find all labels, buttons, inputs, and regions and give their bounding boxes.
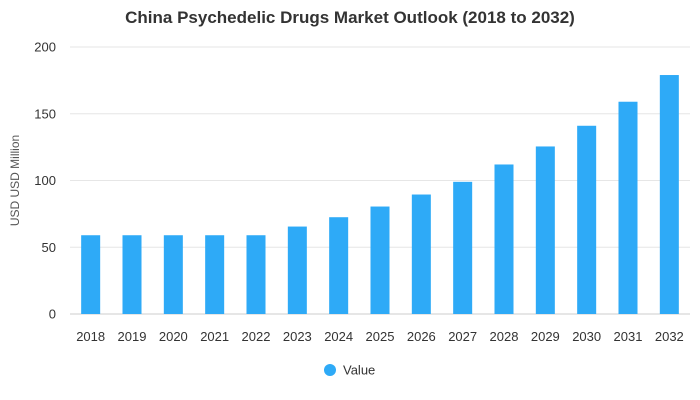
y-tick-label: 0 bbox=[49, 307, 56, 322]
y-tick-label: 150 bbox=[34, 106, 56, 121]
y-tick-label: 200 bbox=[34, 40, 56, 55]
chart-title: China Psychedelic Drugs Market Outlook (… bbox=[125, 8, 575, 27]
x-tick-label: 2023 bbox=[283, 329, 312, 344]
legend-marker bbox=[324, 364, 336, 376]
bar-2020 bbox=[163, 235, 183, 314]
x-tick-label: 2030 bbox=[572, 329, 601, 344]
x-tick-label: 2025 bbox=[366, 329, 395, 344]
x-tick-label: 2032 bbox=[655, 329, 684, 344]
y-tick-label: 100 bbox=[34, 173, 56, 188]
bar-2023 bbox=[287, 226, 307, 314]
bar-2027 bbox=[453, 181, 473, 314]
x-tick-label: 2024 bbox=[324, 329, 353, 344]
bar-2022 bbox=[246, 235, 266, 314]
bar-2030 bbox=[577, 125, 597, 314]
bar-2025 bbox=[370, 206, 390, 314]
bar-2021 bbox=[205, 235, 225, 314]
x-tick-label: 2022 bbox=[242, 329, 271, 344]
x-tick-label: 2019 bbox=[118, 329, 147, 344]
y-tick-label: 50 bbox=[42, 240, 56, 255]
x-tick-label: 2021 bbox=[200, 329, 229, 344]
x-tick-label: 2020 bbox=[159, 329, 188, 344]
y-axis-label: USD USD Million bbox=[8, 135, 22, 226]
bar-2029 bbox=[535, 146, 555, 314]
bar-2019 bbox=[122, 235, 142, 314]
bar-2018 bbox=[81, 235, 101, 314]
legend-label: Value bbox=[343, 363, 375, 378]
x-tick-label: 2026 bbox=[407, 329, 436, 344]
legend: Value bbox=[324, 363, 375, 378]
bar-2026 bbox=[411, 194, 431, 314]
bar-2028 bbox=[494, 164, 514, 314]
bar-2024 bbox=[329, 217, 349, 314]
bar-2032 bbox=[659, 75, 679, 314]
x-tick-label: 2027 bbox=[448, 329, 477, 344]
x-tick-label: 2031 bbox=[614, 329, 643, 344]
x-tick-label: 2029 bbox=[531, 329, 560, 344]
bar-2031 bbox=[618, 101, 638, 314]
x-tick-label: 2028 bbox=[490, 329, 519, 344]
x-tick-label: 2018 bbox=[76, 329, 105, 344]
